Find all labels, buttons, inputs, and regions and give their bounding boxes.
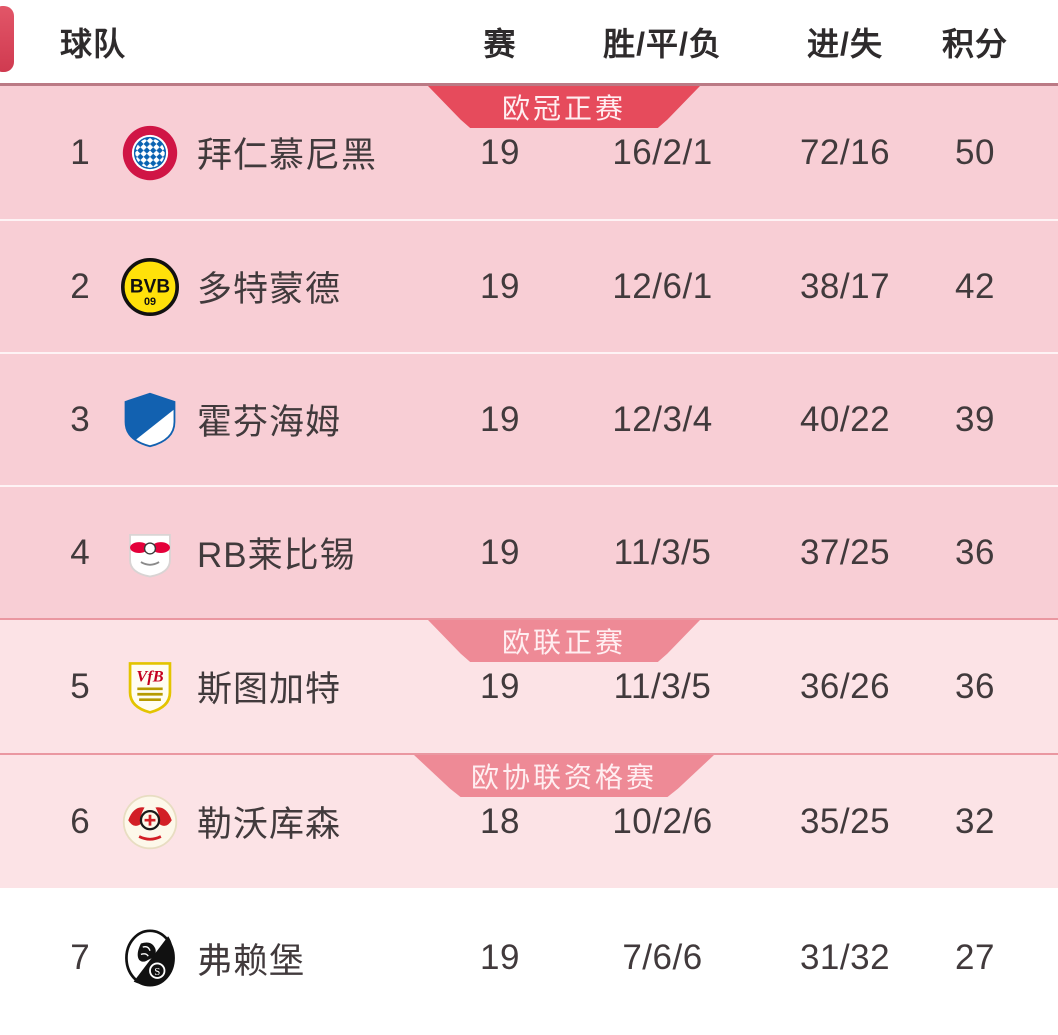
goals-for-against: 35/25 [799, 801, 891, 841]
table-row[interactable]: 2 BVB 09 多特蒙德 19 12/6/1 38/17 42 [0, 219, 1058, 352]
table-row[interactable]: 6 勒沃库森 18 10/2/6 35/25 32 [0, 755, 1058, 888]
points: 50 [955, 132, 995, 172]
points: 27 [955, 938, 995, 977]
rank: 5 [70, 666, 90, 706]
table-row[interactable]: 7 S 弗赖堡 19 7/6/6 31/32 27 [0, 888, 1058, 1028]
rb-leipzig-logo-icon [115, 524, 185, 582]
goals-for-against: 37/25 [799, 532, 891, 572]
europa-league-badge: 欧联正赛 [428, 620, 700, 662]
column-header-goals: 进/失 [807, 25, 883, 62]
svg-text:09: 09 [144, 296, 156, 308]
section-champions-league: 欧冠正赛 1 拜仁慕尼黑 19 16/2/1 72/16 50 2 [0, 86, 1058, 618]
goals-for-against: 40/22 [799, 399, 891, 439]
matches-played: 19 [480, 532, 520, 572]
column-header-wdl: 胜/平/负 [603, 25, 722, 62]
team-name: 斯图加特 [197, 670, 342, 709]
team-name: 弗赖堡 [197, 941, 306, 981]
team-name: 拜仁慕尼黑 [197, 136, 378, 175]
team-name: 勒沃库森 [197, 805, 342, 844]
rank: 2 [70, 266, 90, 306]
matches-played: 19 [480, 666, 520, 706]
conference-qualification-badge: 欧协联资格赛 [414, 755, 714, 797]
section-no-qualification: 7 S 弗赖堡 19 7/6/6 31/32 27 [0, 888, 1058, 1028]
matches-played: 19 [480, 266, 520, 306]
rank: 1 [70, 132, 90, 172]
bayern-munich-logo-icon [115, 124, 185, 182]
stuttgart-logo-icon: VfB [115, 658, 185, 716]
table-row[interactable]: 4 RB莱比锡 19 11/3/5 37/25 36 [0, 485, 1058, 618]
bayer-leverkusen-logo-icon [115, 793, 185, 851]
points: 36 [955, 666, 995, 706]
team-name: 多特蒙德 [197, 270, 342, 309]
matches-played: 18 [480, 801, 520, 841]
team-name: 霍芬海姆 [197, 403, 342, 442]
points: 32 [955, 801, 995, 841]
points: 42 [955, 266, 995, 306]
table-header: 球队 赛 胜/平/负 进/失 积分 [0, 0, 1058, 86]
borussia-dortmund-logo-icon: BVB 09 [115, 257, 185, 316]
column-header-played: 赛 [483, 25, 517, 62]
win-draw-loss: 10/2/6 [612, 801, 713, 841]
table-row[interactable]: 3 霍芬海姆 19 12/3/4 40/22 39 [0, 352, 1058, 485]
win-draw-loss: 7/6/6 [622, 938, 703, 977]
goals-for-against: 36/26 [799, 666, 891, 706]
win-draw-loss: 11/3/5 [613, 532, 712, 572]
column-header-points: 积分 [941, 25, 1008, 62]
win-draw-loss: 16/2/1 [612, 132, 713, 172]
points: 36 [955, 532, 995, 572]
rank: 4 [70, 532, 90, 572]
goals-for-against: 31/32 [799, 938, 891, 977]
goals-for-against: 72/16 [799, 132, 891, 172]
win-draw-loss: 12/3/4 [612, 399, 713, 439]
table-row[interactable]: 5 VfB 斯图加特 19 11/3/5 36/26 36 [0, 620, 1058, 753]
matches-played: 19 [480, 399, 520, 439]
freiburg-logo-icon: S [115, 929, 185, 987]
svg-text:S: S [154, 966, 160, 978]
section-conference-qualification: 欧协联资格赛 6 勒沃库森 18 10/2/6 35/25 32 [0, 753, 1058, 888]
win-draw-loss: 12/6/1 [612, 266, 713, 306]
rank: 7 [70, 938, 90, 977]
table-row[interactable]: 1 拜仁慕尼黑 19 16/2/1 72/16 50 [0, 86, 1058, 219]
rank: 6 [70, 801, 90, 841]
column-header-team: 球队 [60, 25, 127, 62]
section-europa-league: 欧联正赛 5 VfB 斯图加特 19 11/3/5 36/26 36 [0, 618, 1058, 753]
matches-played: 19 [480, 132, 520, 172]
win-draw-loss: 11/3/5 [613, 666, 712, 706]
goals-for-against: 38/17 [799, 266, 891, 306]
svg-text:VfB: VfB [136, 666, 163, 685]
svg-text:BVB: BVB [130, 276, 170, 297]
team-name: RB莱比锡 [197, 536, 356, 575]
matches-played: 19 [480, 938, 520, 977]
points: 39 [955, 399, 995, 439]
rank: 3 [70, 399, 90, 439]
header-accent-bar [0, 6, 14, 72]
hoffenheim-logo-icon [115, 391, 185, 449]
champions-league-badge: 欧冠正赛 [428, 86, 700, 128]
